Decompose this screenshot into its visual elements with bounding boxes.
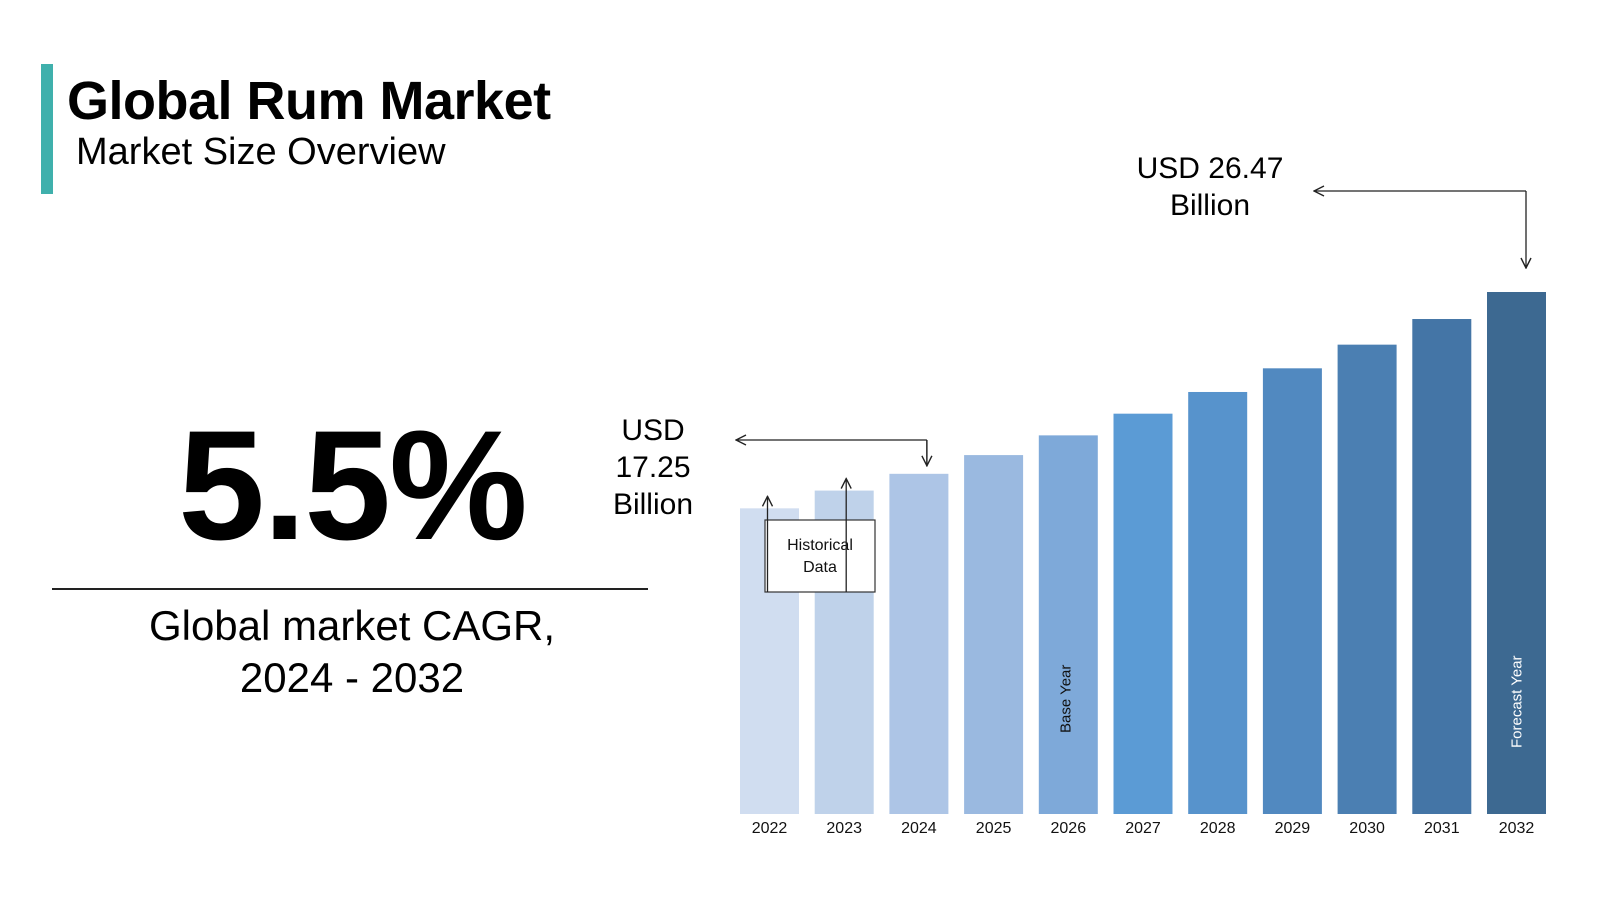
bar-2029 — [1262, 368, 1322, 814]
chart-annotations: Historical Data Base Year Forecast Year — [736, 191, 1526, 748]
bar-2026 — [1038, 435, 1098, 814]
end-value-line1: USD 26.47 — [1136, 152, 1284, 185]
start-value-line3: Billion — [612, 488, 694, 521]
tick-label-2029: 2029 — [1275, 820, 1311, 837]
start-value-line1: USD — [621, 414, 685, 447]
bar-2027 — [1113, 413, 1173, 814]
tick-label-2032: 2032 — [1499, 820, 1535, 837]
bar-2032 — [1487, 292, 1546, 814]
x-tick-labels: 2022 2023 2024 2025 2026 2027 2028 2029 2030 2031… — [752, 820, 1535, 837]
bar-2024 — [889, 473, 949, 814]
tick-label-2030: 2030 — [1349, 820, 1385, 837]
cagr-caption: Global market CAGR, 2024 - 2032 — [52, 600, 652, 704]
cagr-divider — [52, 588, 648, 590]
tick-label-2027: 2027 — [1125, 820, 1161, 837]
end-value-line2: Billion — [1169, 189, 1251, 222]
tick-label-2022: 2022 — [752, 820, 788, 837]
historical-data-line2: Data — [803, 559, 837, 576]
end-value-label: USD 26.47 Billion — [1100, 150, 1320, 224]
cagr-value: 5.5% — [178, 399, 528, 573]
bar-2028 — [1188, 391, 1248, 814]
start-value-line2: 17.25 — [615, 451, 691, 484]
historical-data-line1: Historical — [787, 537, 853, 554]
tick-label-2026: 2026 — [1051, 820, 1087, 837]
bar-2031 — [1412, 319, 1472, 814]
bar-2030 — [1337, 344, 1397, 814]
tick-label-2031: 2031 — [1424, 820, 1460, 837]
cagr-caption-line1: Global market CAGR, — [148, 602, 556, 649]
base-year-label: Base Year — [1057, 665, 1074, 733]
cagr-caption-line2: 2024 - 2032 — [239, 654, 465, 701]
start-value-label: USD 17.25 Billion — [578, 412, 728, 523]
tick-label-2025: 2025 — [976, 820, 1012, 837]
tick-label-2028: 2028 — [1200, 820, 1236, 837]
tick-label-2023: 2023 — [826, 820, 862, 837]
historical-data-box — [764, 519, 876, 593]
title-accent-bar — [41, 64, 53, 194]
page-title: Global Rum Market — [67, 71, 551, 131]
bar-2025 — [964, 455, 1024, 814]
page-subtitle: Market Size Overview — [76, 131, 446, 173]
bars-group — [740, 292, 1546, 814]
forecast-year-label: Forecast Year — [1509, 655, 1526, 748]
tick-label-2024: 2024 — [901, 820, 937, 837]
